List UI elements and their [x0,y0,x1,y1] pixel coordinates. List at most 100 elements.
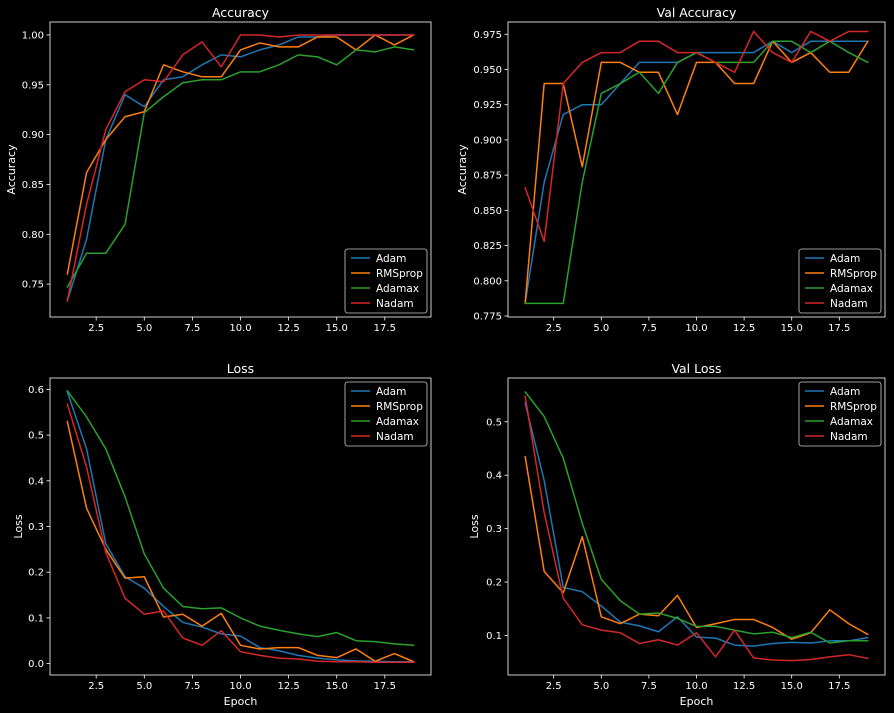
series-line-adam [66,390,415,663]
loss-panel: Loss Loss Epoch 2.5 5.0 7.5 10.0 12.5 15.0 17.… [12,361,432,708]
legend-label: Adam [830,253,860,265]
legend-box [798,381,882,447]
legend-box [344,248,428,314]
panel-title: Val Accuracy [657,5,737,20]
x-tick-label: 12.5 [733,681,755,692]
legend-item: Adam [805,253,860,265]
y-tick-label: 0.850 [473,206,502,217]
legend-item: Adamax [805,416,873,428]
y-axis-label: Accuracy [5,144,18,195]
x-tick-label: 2.5 [88,323,104,334]
legend-label: RMSprop [830,268,877,280]
series-lines [66,390,415,663]
y-ticks: 0.775 0.800 0.825 0.850 0.875 0.900 0.925 0.950… [473,30,508,323]
x-tick-label: 7.5 [184,681,200,692]
y-tick-label: 0.3 [28,522,44,533]
series-lines [524,391,869,662]
legend-label: Adamax [376,283,419,295]
y-ticks: 0.75 0.80 0.85 0.90 0.95 1.00 [22,30,50,291]
x-axis-label: Epoch [224,695,258,708]
y-tick-label: 0.80 [22,230,44,241]
x-tick-label: 7.5 [641,681,657,692]
series-line-nadam [66,403,415,663]
series-lines [66,34,415,302]
x-tick-label: 10.0 [229,323,251,334]
y-tick-label: 0.4 [486,471,502,482]
y-tick-label: 1.00 [22,30,44,41]
legend-item: Nadam [805,298,868,310]
x-tick-label: 15.0 [781,681,803,692]
x-tick-label: 15.0 [781,323,803,334]
x-tick-label: 5.0 [136,681,152,692]
x-tick-label: 12.5 [733,323,755,334]
legend-item: Adam [351,253,406,265]
legend-label: Nadam [376,431,414,443]
y-tick-label: 0.825 [473,241,502,252]
y-tick-label: 0.1 [486,631,502,642]
legend-label: Adamax [376,416,419,428]
legend-label: Adamax [830,283,873,295]
y-tick-label: 0.75 [22,280,44,291]
legend-item: Adam [805,386,860,398]
y-tick-label: 0.975 [473,30,502,41]
x-tick-label: 12.5 [277,323,299,334]
y-axis-label: Loss [468,514,481,538]
series-line-nadam [66,34,415,302]
series-line-adamax [524,391,869,644]
x-tick-label: 10.0 [685,681,707,692]
legend-item: Adamax [351,416,419,428]
y-tick-label: 0.6 [28,385,44,396]
y-tick-label: 0.90 [22,130,44,141]
legend-label: RMSprop [830,401,877,413]
y-ticks: 0.1 0.2 0.3 0.4 0.5 [486,417,508,642]
y-tick-label: 0.775 [473,312,502,323]
y-tick-label: 0.925 [473,100,502,111]
legend: Adam RMSprop Adamax Nadam [798,248,882,314]
x-ticks: 2.5 5.0 7.5 10.0 12.5 15.0 17.5 [546,675,850,692]
legend-item: RMSprop [805,268,877,280]
x-tick-label: 2.5 [88,681,104,692]
legend-label: Adam [376,386,406,398]
y-tick-label: 0.85 [22,180,44,191]
x-tick-label: 2.5 [546,681,562,692]
y-tick-label: 0.1 [28,613,44,624]
y-axis-label: Loss [12,514,25,538]
x-axis-label: Epoch [680,695,714,708]
y-tick-label: 0.95 [22,80,44,91]
y-tick-label: 0.2 [28,568,44,579]
legend-item: Nadam [351,431,414,443]
series-line-nadam [524,30,869,243]
y-tick-label: 0.5 [28,431,44,442]
x-tick-label: 17.5 [374,681,396,692]
val-loss-panel: Val Loss Loss Epoch 2.5 5.0 7.5 10.0 12.5 15.… [468,361,886,708]
legend-item: RMSprop [351,401,423,413]
series-lines [524,30,869,305]
x-tick-label: 7.5 [641,323,657,334]
x-tick-label: 15.0 [326,323,348,334]
x-tick-label: 7.5 [184,323,200,334]
legend-item: Nadam [351,298,414,310]
series-line-rmsprop [66,420,415,663]
legend-label: Adam [376,253,406,265]
x-tick-label: 10.0 [229,681,251,692]
y-tick-label: 0.800 [473,276,502,287]
x-tick-label: 17.5 [374,323,396,334]
y-tick-label: 0.900 [473,135,502,146]
legend-label: Adam [830,386,860,398]
panel-title: Accuracy [212,5,270,20]
legend: Adam RMSprop Adamax Nadam [344,381,428,447]
x-tick-label: 10.0 [685,323,707,334]
series-line-adamax [66,46,415,288]
legend-item: Nadam [805,431,868,443]
x-tick-label: 5.0 [593,323,609,334]
legend-item: RMSprop [351,268,423,280]
x-tick-label: 17.5 [828,681,850,692]
series-line-adam [524,402,869,647]
y-tick-label: 0.5 [486,417,502,428]
y-tick-label: 0.0 [28,659,44,670]
panel-title: Val Loss [671,361,721,376]
legend-box [798,248,882,314]
legend-label: RMSprop [376,401,423,413]
series-line-nadam [524,395,869,662]
